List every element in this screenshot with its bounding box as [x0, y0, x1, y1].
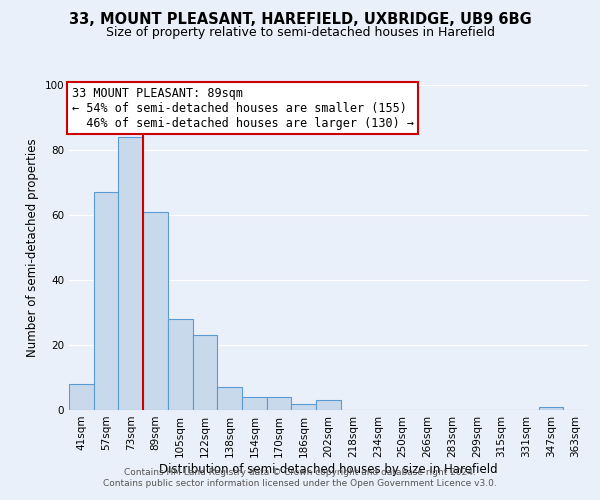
Bar: [242, 397, 267, 410]
Y-axis label: Number of semi-detached properties: Number of semi-detached properties: [26, 138, 39, 357]
Bar: [168, 319, 193, 410]
Bar: [292, 404, 316, 410]
Text: 33, MOUNT PLEASANT, HAREFIELD, UXBRIDGE, UB9 6BG: 33, MOUNT PLEASANT, HAREFIELD, UXBRIDGE,…: [68, 12, 532, 28]
Bar: [316, 400, 341, 410]
Bar: [217, 387, 242, 410]
Text: Size of property relative to semi-detached houses in Harefield: Size of property relative to semi-detach…: [106, 26, 494, 39]
Bar: [118, 137, 143, 410]
Bar: [94, 192, 118, 410]
Bar: [193, 335, 217, 410]
Text: 33 MOUNT PLEASANT: 89sqm
← 54% of semi-detached houses are smaller (155)
  46% o: 33 MOUNT PLEASANT: 89sqm ← 54% of semi-d…: [71, 86, 413, 130]
Bar: [267, 397, 292, 410]
Bar: [69, 384, 94, 410]
X-axis label: Distribution of semi-detached houses by size in Harefield: Distribution of semi-detached houses by …: [159, 462, 498, 475]
Text: Contains HM Land Registry data © Crown copyright and database right 2024.
Contai: Contains HM Land Registry data © Crown c…: [103, 468, 497, 487]
Bar: [539, 407, 563, 410]
Bar: [143, 212, 168, 410]
